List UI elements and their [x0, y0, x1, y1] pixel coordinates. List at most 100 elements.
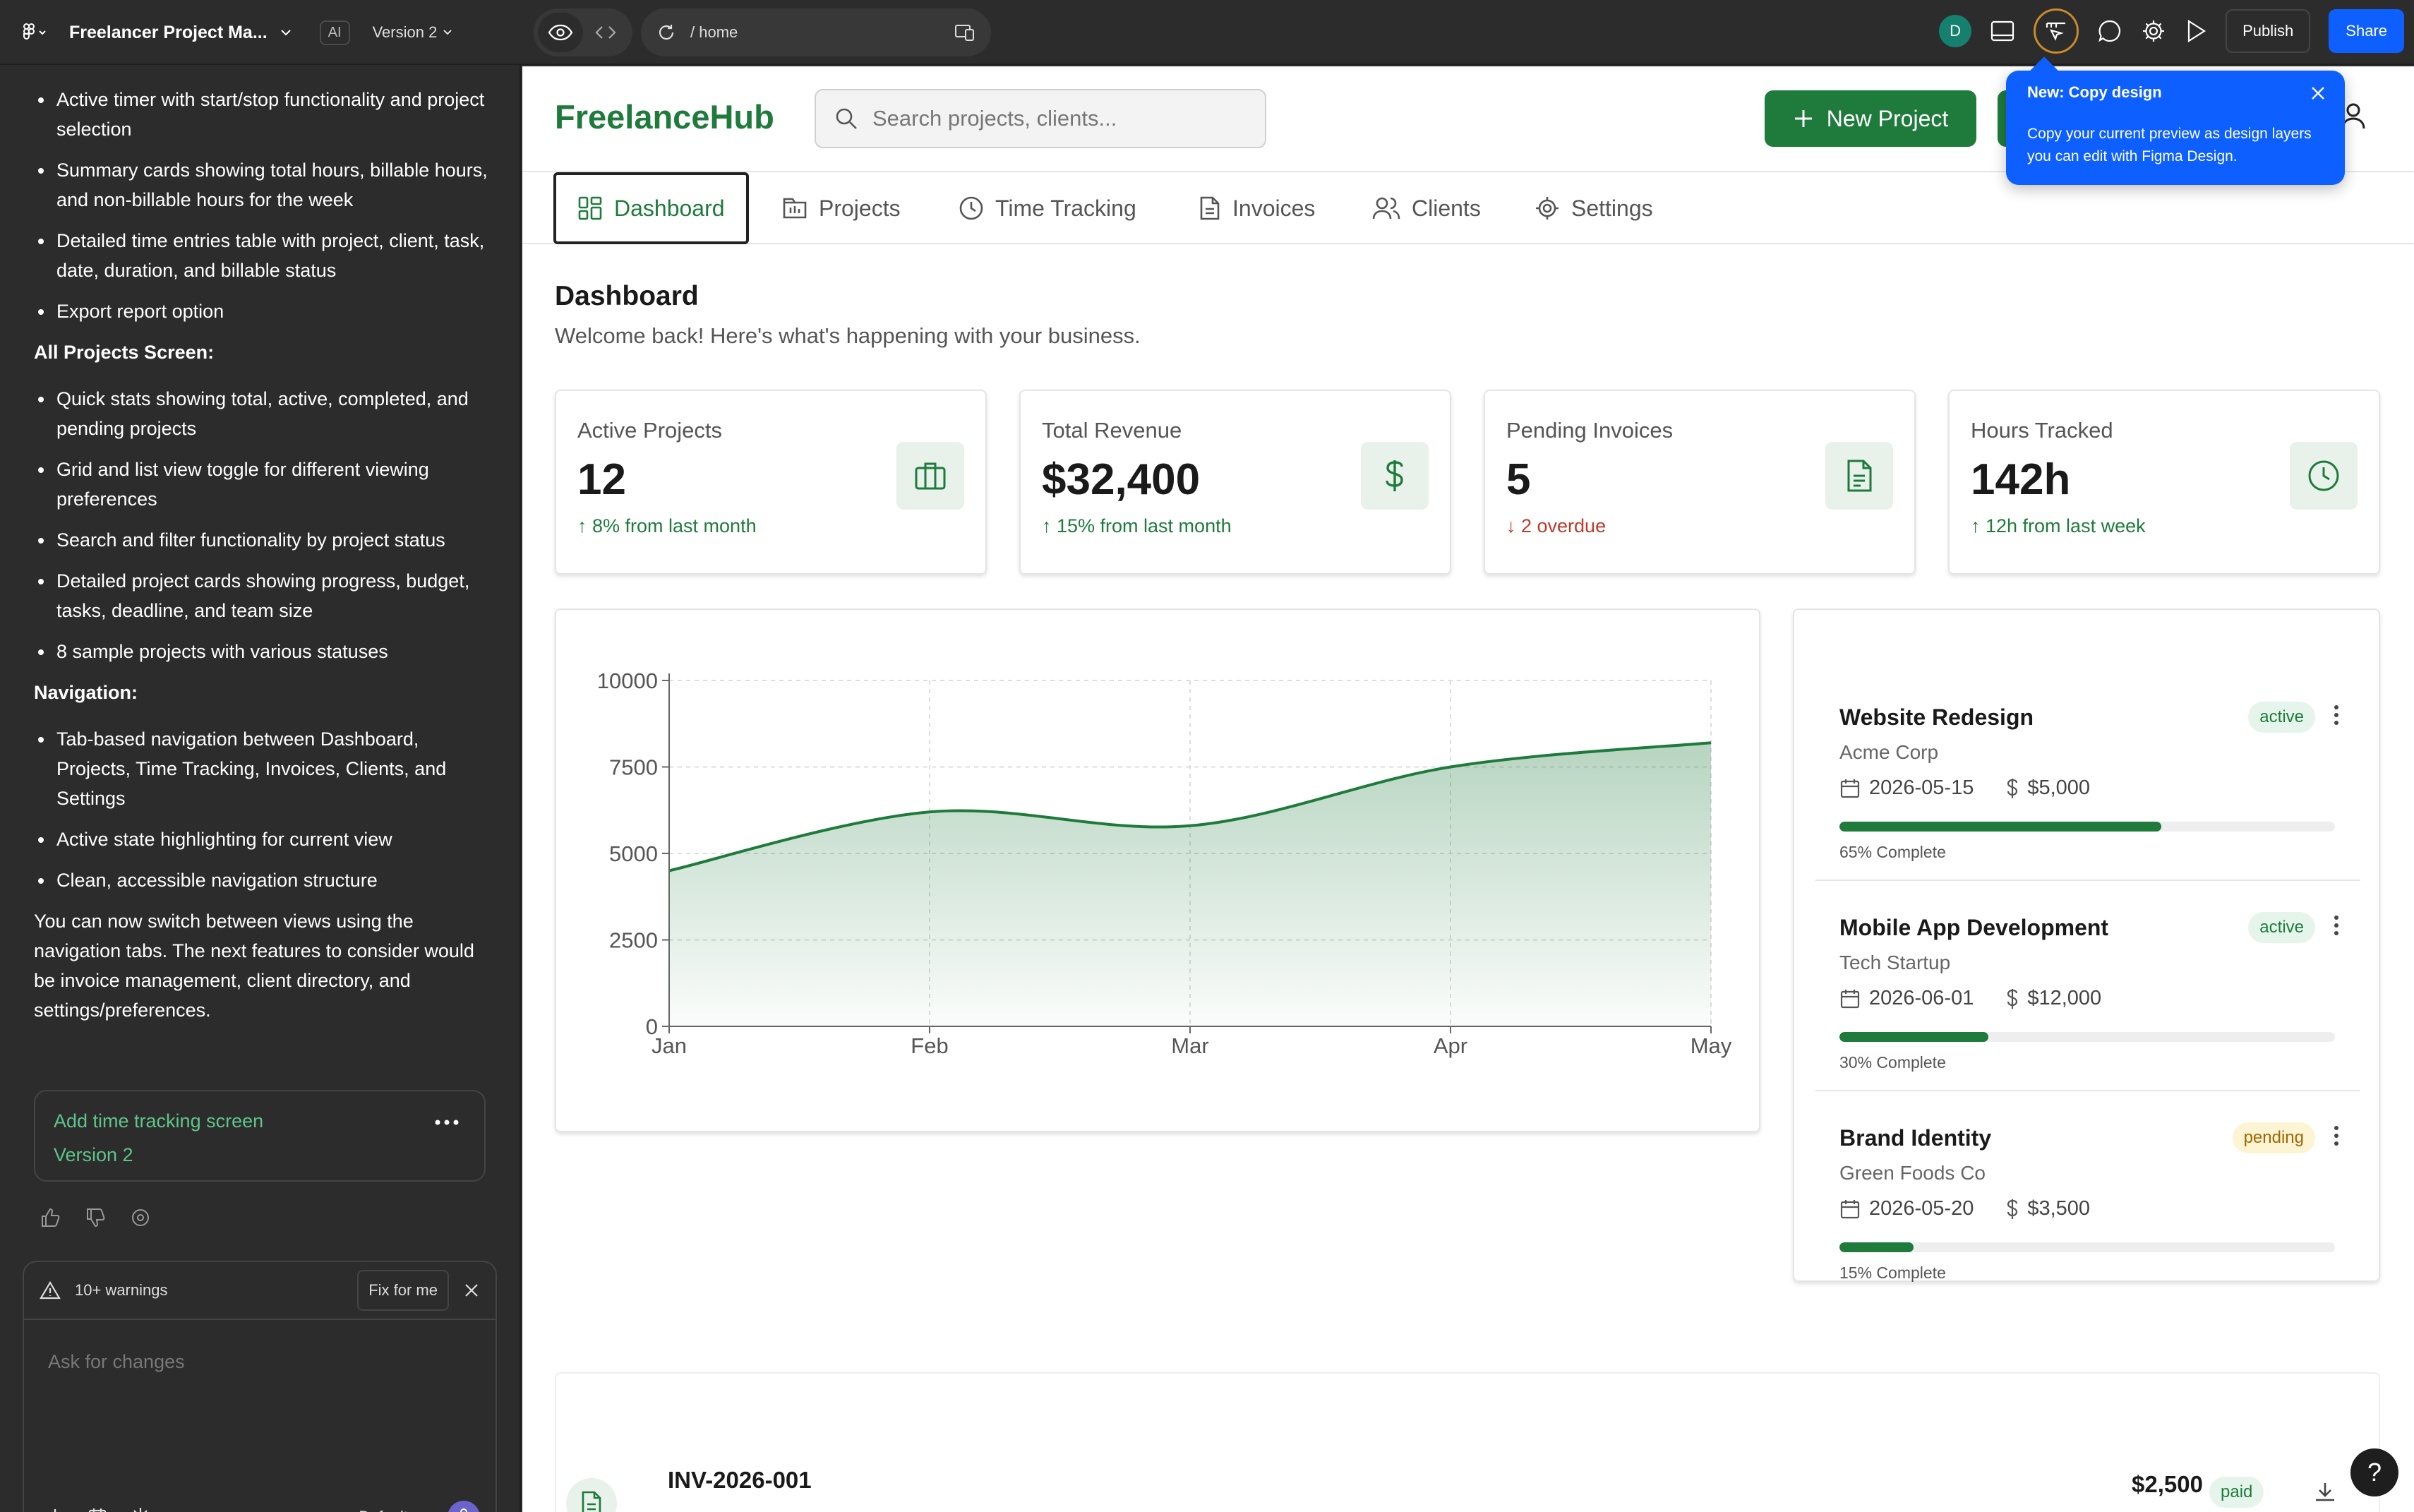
- ai-badge: AI: [319, 20, 350, 45]
- progress-bar: [1839, 1032, 2335, 1042]
- app-logo[interactable]: FreelanceHub: [555, 98, 774, 136]
- play-icon[interactable]: [2185, 19, 2207, 43]
- project-client: Acme Corp: [1839, 741, 1939, 763]
- project-client: Tech Startup: [1839, 952, 1951, 973]
- stat-card-hours-tracked: Hours Tracked 142h ↑ 12h from last week: [1948, 390, 2380, 575]
- project-name[interactable]: Brand Identity: [1839, 1125, 1992, 1151]
- stat-label: Active Projects: [577, 418, 723, 443]
- close-icon[interactable]: [2310, 85, 2326, 102]
- device-preview-icon[interactable]: [954, 23, 975, 42]
- search-placeholder: Search projects, clients...: [872, 106, 1117, 131]
- more-options-icon[interactable]: [435, 1120, 459, 1125]
- fix-for-me-button[interactable]: Fix for me: [357, 1270, 449, 1311]
- tab-dashboard[interactable]: Dashboard: [553, 172, 749, 244]
- stat-change: ↑ 15% from last month: [1042, 515, 1232, 536]
- preview-eye-icon[interactable]: [538, 13, 583, 52]
- stat-change: ↓ 2 overdue: [1506, 515, 1607, 536]
- thumbs-up-icon[interactable]: [40, 1207, 61, 1228]
- recent-projects-card: Website Redesign Acme Corp 2026-05-15 $5…: [1793, 608, 2380, 1282]
- stat-value: 142h: [1971, 455, 2071, 504]
- navigation-list: Tab-based navigation between Dashboard, …: [34, 724, 493, 895]
- version-card-title: Add time tracking screen: [54, 1110, 264, 1132]
- y-tick-label: 0: [646, 1014, 658, 1039]
- tab-invoices[interactable]: Invoices: [1199, 172, 1315, 244]
- file-title[interactable]: Freelancer Project Ma...: [69, 22, 268, 42]
- dollar-icon: [2006, 778, 2019, 799]
- reaction-row: [40, 1207, 151, 1228]
- microphone-icon[interactable]: [448, 1501, 480, 1512]
- tab-label: Settings: [1571, 195, 1653, 221]
- list-item: Summary cards showing total hours, billa…: [34, 155, 493, 215]
- tab-time-tracking[interactable]: Time Tracking: [959, 172, 1136, 244]
- more-options-icon[interactable]: [2334, 1125, 2339, 1146]
- y-tick-label: 5000: [609, 841, 658, 866]
- sparkle-icon[interactable]: [130, 1506, 151, 1512]
- tab-clients[interactable]: Clients: [1372, 172, 1481, 244]
- tab-label: Time Tracking: [995, 195, 1136, 221]
- share-button[interactable]: Share: [2329, 9, 2404, 53]
- clock-icon: [2290, 442, 2358, 510]
- tab-projects[interactable]: Projects: [782, 172, 901, 244]
- project-meta: 2026-05-20 $3,500: [1839, 1197, 2090, 1220]
- close-icon[interactable]: [463, 1282, 480, 1299]
- topbar-right: D Publish Share: [1939, 8, 2404, 54]
- thumbs-down-icon[interactable]: [85, 1207, 106, 1228]
- intro-list: Active timer with start/stop functionali…: [34, 85, 493, 326]
- chart-line: [668, 741, 1712, 872]
- gear-icon: [1535, 196, 1560, 221]
- version-dropdown[interactable]: Version 2: [373, 23, 453, 42]
- invoices-card: [555, 1372, 2380, 1512]
- project-item[interactable]: Mobile App Development Tech Startup 2026…: [1815, 881, 2360, 1091]
- stat-card-active-projects: Active Projects 12 ↑ 8% from last month: [555, 390, 987, 575]
- file-icon: [1199, 196, 1221, 221]
- status-badge: active: [2248, 912, 2315, 943]
- version-label: Version 2: [372, 23, 438, 41]
- view-toggle: [534, 8, 632, 56]
- help-button[interactable]: ?: [2350, 1448, 2398, 1496]
- progress-fill: [1839, 1032, 1988, 1042]
- new-project-button[interactable]: New Project: [1765, 90, 1976, 147]
- project-name[interactable]: Mobile App Development: [1839, 915, 2109, 940]
- project-item[interactable]: Brand Identity Green Foods Co 2026-05-20…: [1815, 1091, 2360, 1302]
- calendar-icon[interactable]: [88, 1507, 107, 1512]
- search-input[interactable]: Search projects, clients...: [815, 89, 1266, 148]
- plus-icon: [1793, 108, 1814, 129]
- briefcase-icon: [896, 442, 964, 510]
- user-avatar[interactable]: D: [1939, 15, 1972, 47]
- plus-icon[interactable]: [45, 1507, 65, 1512]
- url-bar[interactable]: / home: [641, 8, 991, 56]
- chat-input[interactable]: Ask for changes: [48, 1351, 185, 1372]
- restore-icon[interactable]: [130, 1207, 151, 1228]
- figma-menu-icon[interactable]: [21, 22, 49, 43]
- copy-design-icon[interactable]: [2034, 8, 2079, 54]
- topbar-center: / home: [534, 8, 991, 56]
- x-tick-label: Feb: [911, 1033, 948, 1058]
- x-tick-label: Apr: [1434, 1033, 1467, 1058]
- projects-icon: [782, 196, 807, 221]
- publish-button[interactable]: Publish: [2226, 9, 2311, 53]
- project-item[interactable]: Website Redesign Acme Corp 2026-05-15 $5…: [1815, 671, 2360, 881]
- more-options-icon[interactable]: [2334, 915, 2339, 936]
- model-select[interactable]: Default: [359, 1502, 425, 1512]
- chat-panel: Active timer with start/stop functionali…: [0, 65, 521, 1512]
- stat-change: ↑ 8% from last month: [577, 515, 757, 536]
- editor-topbar: Freelancer Project Ma... AI Version 2 / …: [0, 0, 2414, 65]
- progress-label: 15% Complete: [1839, 1264, 1946, 1282]
- refresh-icon[interactable]: [656, 23, 676, 42]
- chevron-down-icon[interactable]: [280, 29, 292, 36]
- chart-area-fill: [669, 743, 1711, 1026]
- list-item: Active state highlighting for current vi…: [34, 824, 493, 854]
- project-name[interactable]: Website Redesign: [1839, 704, 2034, 730]
- layout-icon[interactable]: [1990, 20, 2015, 42]
- users-icon: [1372, 196, 1400, 221]
- y-tick-label: 10000: [597, 668, 658, 693]
- warning-icon: [40, 1280, 61, 1300]
- section-heading: Navigation:: [34, 682, 138, 703]
- gear-icon[interactable]: [2141, 18, 2166, 44]
- code-icon[interactable]: [583, 13, 628, 52]
- version-card[interactable]: Add time tracking screen Version 2: [34, 1090, 486, 1182]
- tab-settings[interactable]: Settings: [1535, 172, 1653, 244]
- x-tick-label: May: [1691, 1033, 1732, 1058]
- more-options-icon[interactable]: [2334, 704, 2339, 726]
- comment-icon[interactable]: [2097, 18, 2122, 44]
